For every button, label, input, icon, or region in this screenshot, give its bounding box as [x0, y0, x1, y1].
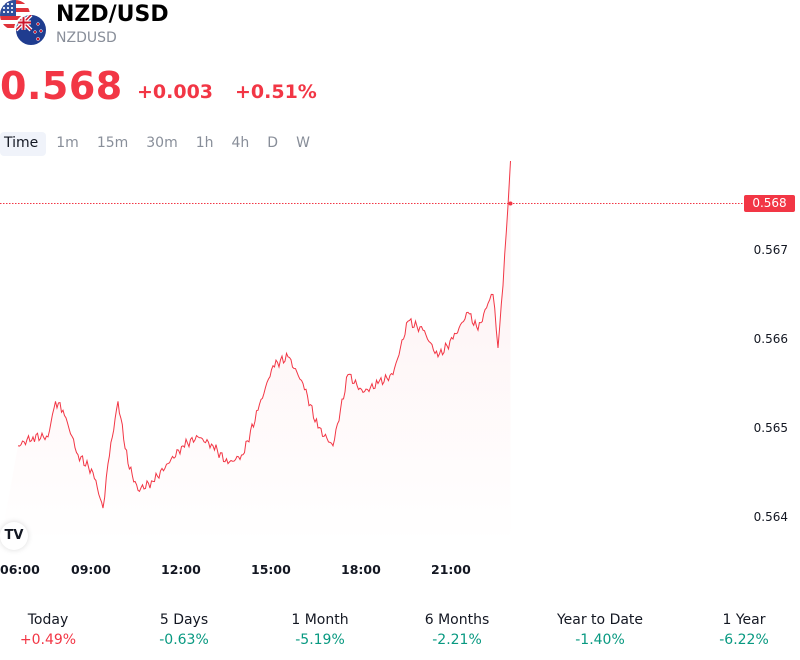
x-tick-label: 15:00 [251, 562, 291, 577]
last-price-point [508, 201, 513, 206]
perf-value: -1.40% [575, 632, 625, 648]
price-change-percent: +0.51% [235, 81, 317, 103]
nz-flag-icon [14, 13, 48, 47]
perf-6-months[interactable]: 6 Months -2.21% [397, 610, 517, 650]
perf-label: 1 Month [291, 612, 349, 628]
tab-4h[interactable]: 4h [231, 135, 250, 151]
perf-5-days[interactable]: 5 Days -0.63% [124, 610, 244, 650]
tab-time[interactable]: Time [0, 132, 47, 156]
price-series-line [17, 160, 511, 509]
tab-15m[interactable]: 15m [96, 135, 129, 151]
x-tick-label: 18:00 [341, 562, 381, 577]
perf-value: -5.19% [295, 632, 345, 648]
price-area-fill [0, 161, 511, 545]
last-price-tag: 0.568 [744, 195, 795, 212]
performance-strip: Today +0.49% 5 Days -0.63% 1 Month -5.19… [0, 610, 800, 650]
tab-1m[interactable]: 1m [56, 135, 79, 151]
tab-1h[interactable]: 1h [195, 135, 214, 151]
perf-year-to-date[interactable]: Year to Date -1.40% [540, 610, 660, 650]
perf-label: 1 Year [722, 612, 766, 628]
perf-today[interactable]: Today +0.49% [0, 610, 108, 650]
x-tick-label: 21:00 [431, 562, 471, 577]
perf-1-year[interactable]: 1 Year -6.22% [684, 610, 800, 650]
y-tick-label: 0.564 [753, 510, 788, 524]
price-change: +0.003 [137, 81, 214, 103]
perf-value: -2.21% [432, 632, 482, 648]
pair-symbol: NZDUSD [56, 30, 117, 46]
y-tick-label: 0.565 [753, 421, 788, 435]
perf-value: -0.63% [159, 632, 209, 648]
y-tick-label: 0.567 [753, 243, 788, 257]
x-tick-label: 06:00 [0, 562, 40, 577]
symbol-header: NZD/USD NZDUSD [0, 0, 800, 60]
perf-label: 6 Months [424, 612, 490, 628]
perf-label: 5 Days [159, 612, 209, 628]
tab-d[interactable]: D [267, 135, 279, 151]
tab-30m[interactable]: 30m [146, 135, 178, 151]
perf-value: -6.22% [719, 632, 769, 648]
tab-w[interactable]: W [296, 135, 310, 151]
x-tick-label: 12:00 [161, 562, 201, 577]
perf-value: +0.49% [19, 632, 77, 648]
tradingview-logo-icon[interactable]: TV [0, 522, 28, 550]
perf-label: Today [27, 612, 69, 628]
y-tick-label: 0.566 [753, 332, 788, 346]
timeframe-tabs: Time 1m 15m 30m 1h 4h D W [0, 132, 320, 156]
pair-title: NZD/USD [56, 2, 169, 27]
quote-row: 0.568 +0.003 +0.51% [0, 64, 800, 108]
last-price: 0.568 [0, 64, 123, 108]
price-chart[interactable] [0, 0, 800, 600]
perf-1-month[interactable]: 1 Month -5.19% [260, 610, 380, 650]
x-tick-label: 09:00 [71, 562, 111, 577]
currency-flags [0, 0, 50, 50]
perf-label: Year to Date [556, 612, 644, 628]
